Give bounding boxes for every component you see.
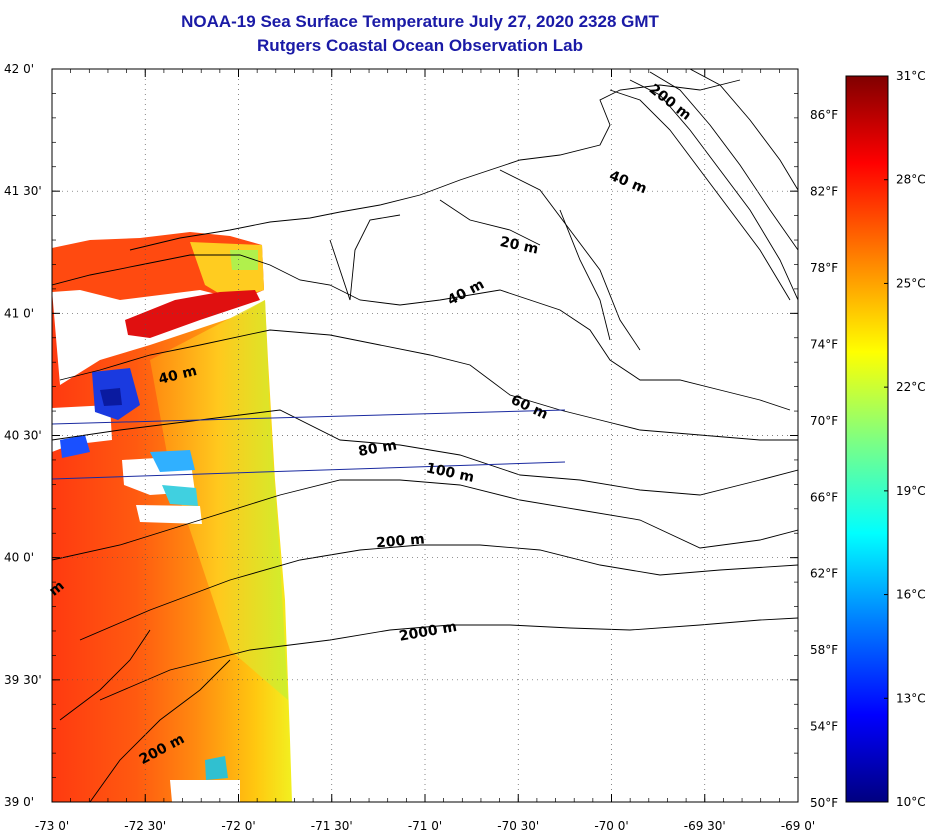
lon-tick-label: -71 0' (408, 819, 442, 832)
depth-contour-label: 200 m (375, 531, 425, 551)
celsius-tick-label: 31°C (896, 69, 926, 83)
lat-tick-label: 39 30' (4, 673, 42, 687)
lon-tick-label: -73 0' (35, 819, 69, 832)
fahrenheit-tick-label: 66°F (810, 490, 838, 504)
celsius-tick-label: 13°C (896, 691, 926, 705)
lon-tick-label: -69 0' (781, 819, 815, 832)
latitude-labels: 42 0' 41 30' 41 0' 40 30' 40 0' 39 30' 39 0' (4, 62, 42, 809)
fahrenheit-labels: 86°F 82°F 78°F 74°F 70°F 66°F 62°F 58°F 54°F 50°F (810, 108, 838, 810)
depth-contour-label: 40 m (445, 276, 487, 308)
lat-tick-label: 40 30' (4, 429, 42, 443)
fahrenheit-tick-label: 50°F (810, 796, 838, 810)
depth-contour-label: 80 m (357, 437, 398, 460)
fahrenheit-tick-label: 78°F (810, 261, 838, 275)
colorbar (845, 75, 889, 803)
swath-track-lines (52, 409, 566, 480)
depth-contour-label: 60 m (508, 392, 550, 423)
longitude-labels: -73 0' -72 30' -72 0' -71 30' -71 0' -70 30' -… (35, 819, 815, 832)
fahrenheit-tick-label: 74°F (810, 337, 838, 351)
celsius-tick-label: 16°C (896, 588, 926, 602)
lat-tick-label: 39 0' (4, 795, 34, 809)
lon-tick-label: -70 30' (497, 819, 539, 832)
lat-tick-label: 41 0' (4, 306, 34, 320)
celsius-tick-label: 28°C (896, 173, 926, 187)
fahrenheit-tick-label: 86°F (810, 108, 838, 122)
depth-contour-label: 100 m (425, 460, 476, 486)
map-title: NOAA-19 Sea Surface Temperature July 27,… (181, 12, 659, 31)
lat-tick-label: 40 0' (4, 551, 34, 565)
map-subtitle: Rutgers Coastal Ocean Observation Lab (257, 36, 583, 55)
depth-contour-label: 40 m (607, 168, 649, 197)
bathymetry-contours (52, 69, 798, 802)
celsius-labels: 31°C 28°C 25°C 22°C 19°C 16°C 13°C 10°C (884, 69, 926, 809)
sst-swath (52, 232, 292, 802)
lat-tick-label: 41 30' (4, 184, 42, 198)
celsius-tick-label: 22°C (896, 380, 926, 394)
lon-tick-label: -69 30' (684, 819, 726, 832)
fahrenheit-tick-label: 58°F (810, 643, 838, 657)
fahrenheit-tick-label: 70°F (810, 414, 838, 428)
lon-tick-label: -72 0' (221, 819, 255, 832)
fahrenheit-tick-label: 54°F (810, 720, 838, 734)
depth-contour-label: 200 m (646, 81, 694, 124)
celsius-tick-label: 10°C (896, 795, 926, 809)
lat-tick-label: 42 0' (4, 62, 34, 76)
celsius-tick-label: 25°C (896, 276, 926, 290)
depth-contour-label: 2000 m (398, 619, 458, 645)
lon-tick-label: -71 30' (311, 819, 353, 832)
celsius-tick-label: 19°C (896, 484, 926, 498)
lon-tick-label: -72 30' (124, 819, 166, 832)
fahrenheit-tick-label: 82°F (810, 185, 838, 199)
depth-contour-label: 20 m (498, 234, 539, 258)
axis-ticks (51, 68, 799, 803)
lon-tick-label: -70 0' (594, 819, 628, 832)
fahrenheit-tick-label: 62°F (810, 567, 838, 581)
